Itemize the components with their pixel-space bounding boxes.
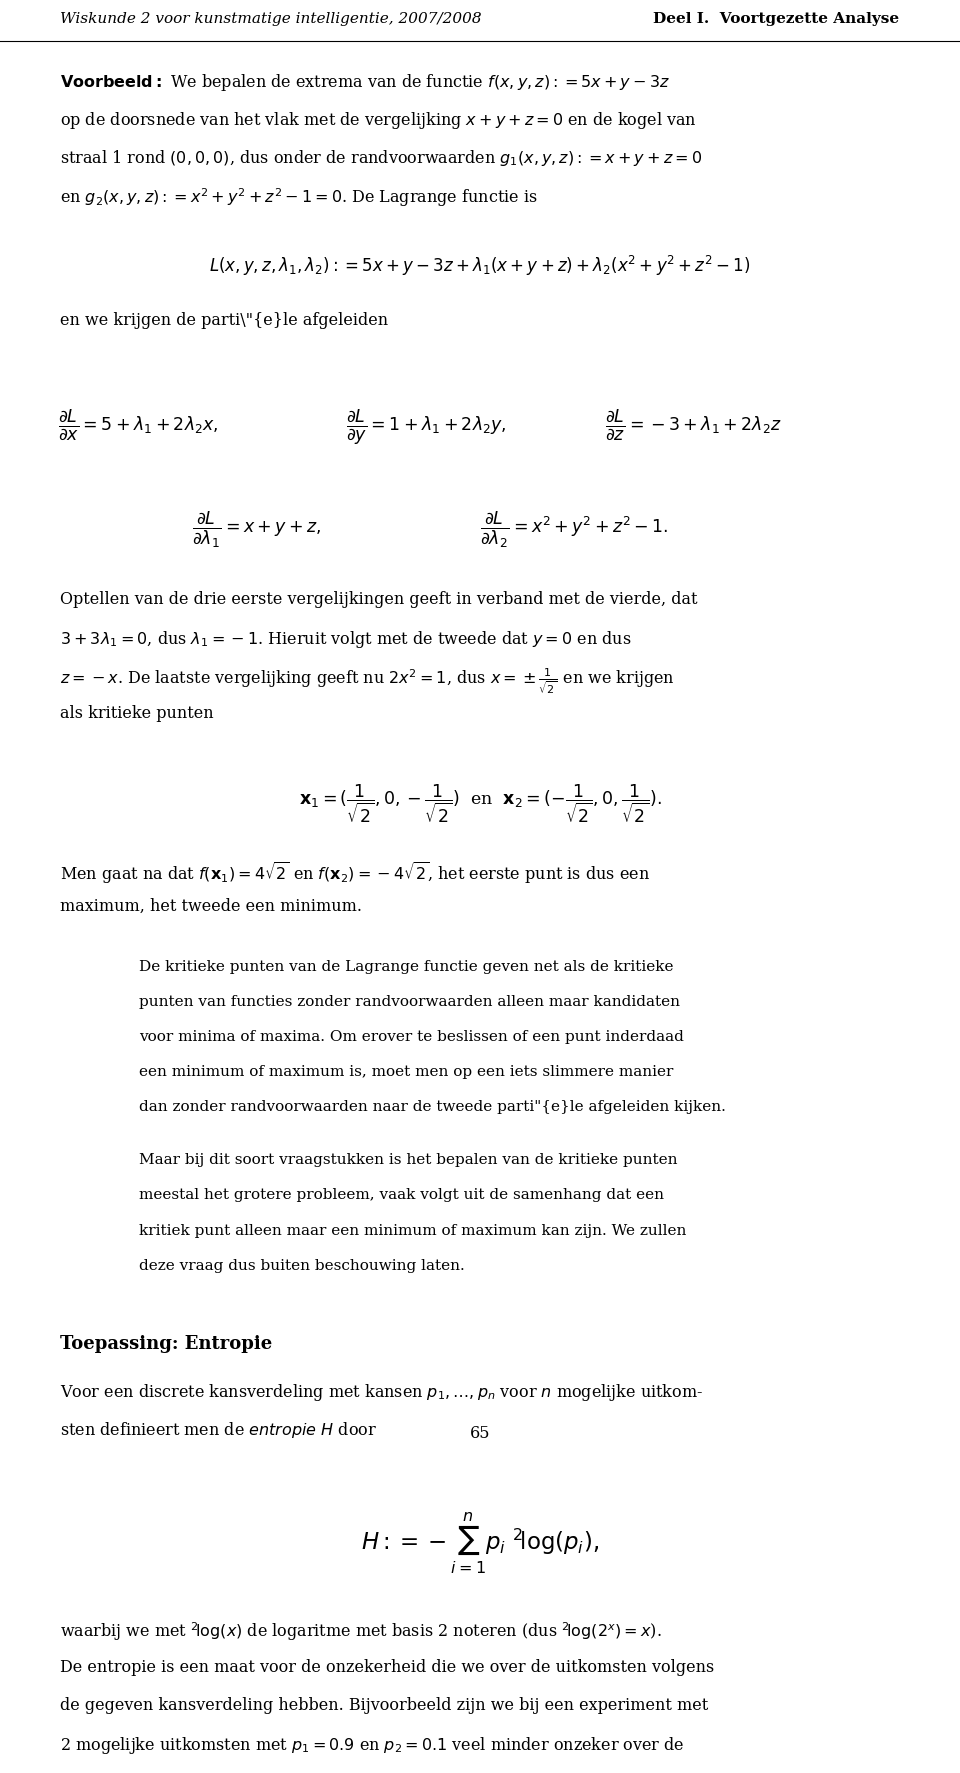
Text: 2 mogelijke uitkomsten met $p_1=0.9$ en $p_2=0.1$ veel minder onzeker over de: 2 mogelijke uitkomsten met $p_1=0.9$ en … xyxy=(60,1736,685,1755)
Text: $3+3\lambda_1=0$, dus $\lambda_1=-1$. Hieruit volgt met de tweede dat $y=0$ en d: $3+3\lambda_1=0$, dus $\lambda_1=-1$. Hi… xyxy=(60,629,632,649)
Text: meestal het grotere probleem, vaak volgt uit de samenhang dat een: meestal het grotere probleem, vaak volgt… xyxy=(139,1188,664,1202)
Text: de gegeven kansverdeling hebben. Bijvoorbeeld zijn we bij een experiment met: de gegeven kansverdeling hebben. Bijvoor… xyxy=(60,1697,708,1714)
Text: $\bf{Voorbeeld:}$ We bepalen de extrema van de functie $f(x,y,z) := 5x+y-3z$: $\bf{Voorbeeld:}$ We bepalen de extrema … xyxy=(60,71,670,92)
Text: $\dfrac{\partial L}{\partial \lambda_2} = x^2+y^2+z^2-1.$: $\dfrac{\partial L}{\partial \lambda_2} … xyxy=(480,511,668,550)
Text: kritiek punt alleen maar een minimum of maximum kan zijn. We zullen: kritiek punt alleen maar een minimum of … xyxy=(139,1223,686,1238)
Text: deze vraag dus buiten beschouwing laten.: deze vraag dus buiten beschouwing laten. xyxy=(139,1259,465,1273)
Text: $\mathbf{x}_1=(\dfrac{1}{\sqrt{2}},0,-\dfrac{1}{\sqrt{2}})$  en  $\mathbf{x}_2=(: $\mathbf{x}_1=(\dfrac{1}{\sqrt{2}},0,-\d… xyxy=(299,782,661,824)
Text: Men gaat na dat $f(\mathbf{x}_1)=4\sqrt{2}$ en $f(\mathbf{x}_2)=-4\sqrt{2}$, het: Men gaat na dat $f(\mathbf{x}_1)=4\sqrt{… xyxy=(60,860,651,886)
Text: als kritieke punten: als kritieke punten xyxy=(60,706,214,722)
Text: voor minima of maxima. Om erover te beslissen of een punt inderdaad: voor minima of maxima. Om erover te besl… xyxy=(139,1030,684,1044)
Text: straal 1 rond $(0,0,0)$, dus onder de randvoorwaarden $g_1(x,y,z) := x+y+z = 0$: straal 1 rond $(0,0,0)$, dus onder de ra… xyxy=(60,147,703,168)
Text: De kritieke punten van de Lagrange functie geven net als de kritieke: De kritieke punten van de Lagrange funct… xyxy=(139,959,674,973)
Text: Optellen van de drie eerste vergelijkingen geeft in verband met de vierde, dat: Optellen van de drie eerste vergelijking… xyxy=(60,590,698,608)
Text: en we krijgen de parti\"{e}le afgeleiden: en we krijgen de parti\"{e}le afgeleiden xyxy=(60,312,389,330)
Text: $\dfrac{\partial L}{\partial \lambda_1} = x+y+z,$: $\dfrac{\partial L}{\partial \lambda_1} … xyxy=(192,511,321,550)
Text: en $g_2(x,y,z) := x^2+y^2+z^2-1=0$. De Lagrange functie is: en $g_2(x,y,z) := x^2+y^2+z^2-1=0$. De L… xyxy=(60,186,539,209)
Text: maximum, het tweede een minimum.: maximum, het tweede een minimum. xyxy=(60,899,363,915)
Text: dan zonder randvoorwaarden naar de tweede parti"{e}le afgeleiden kijken.: dan zonder randvoorwaarden naar de tweed… xyxy=(139,1101,726,1115)
Text: De entropie is een maat voor de onzekerheid die we over de uitkomsten volgens: De entropie is een maat voor de onzekerh… xyxy=(60,1660,715,1675)
Text: $z=-x$. De laatste vergelijking geeft nu $2x^2=1$, dus $x=\pm\frac{1}{\sqrt{2}}$: $z=-x$. De laatste vergelijking geeft nu… xyxy=(60,667,675,697)
Text: waarbij we met ${}^{2}\!\log(x)$ de logaritme met basis 2 noteren (dus ${}^{2}\!: waarbij we met ${}^{2}\!\log(x)$ de loga… xyxy=(60,1621,662,1644)
Text: $L(x,y,z,\lambda_1,\lambda_2) := 5x+y-3z+\lambda_1(x+y+z)+\lambda_2(x^2+y^2+z^2-: $L(x,y,z,\lambda_1,\lambda_2) := 5x+y-3z… xyxy=(209,254,751,278)
Text: $H := -\sum_{i=1}^{n} p_i\ {}^{2}\!\log(p_i),$: $H := -\sum_{i=1}^{n} p_i\ {}^{2}\!\log(… xyxy=(361,1511,599,1576)
Text: Toepassing: Entropie: Toepassing: Entropie xyxy=(60,1335,273,1353)
Text: Deel I.  Voortgezette Analyse: Deel I. Voortgezette Analyse xyxy=(654,12,900,27)
Text: $\dfrac{\partial L}{\partial z} = -3+\lambda_1+2\lambda_2 z$: $\dfrac{\partial L}{\partial z} = -3+\la… xyxy=(605,408,781,441)
Text: $\dfrac{\partial L}{\partial y} = 1+\lambda_1+2\lambda_2 y,$: $\dfrac{\partial L}{\partial y} = 1+\lam… xyxy=(346,408,506,447)
Text: een minimum of maximum is, moet men op een iets slimmere manier: een minimum of maximum is, moet men op e… xyxy=(139,1066,674,1080)
Text: op de doorsnede van het vlak met de vergelijking $x+y+z=0$ en de kogel van: op de doorsnede van het vlak met de verg… xyxy=(60,110,697,131)
Text: 65: 65 xyxy=(469,1425,491,1441)
Text: Voor een discrete kansverdeling met kansen $p_1,\ldots,p_n$ voor $n$ mogelijke u: Voor een discrete kansverdeling met kans… xyxy=(60,1381,704,1402)
Text: Maar bij dit soort vraagstukken is het bepalen van de kritieke punten: Maar bij dit soort vraagstukken is het b… xyxy=(139,1152,678,1167)
Text: punten van functies zonder randvoorwaarden alleen maar kandidaten: punten van functies zonder randvoorwaard… xyxy=(139,995,681,1009)
Text: Wiskunde 2 voor kunstmatige intelligentie, 2007/2008: Wiskunde 2 voor kunstmatige intelligenti… xyxy=(60,12,482,27)
Text: $\dfrac{\partial L}{\partial x} = 5+\lambda_1+2\lambda_2 x,$: $\dfrac{\partial L}{\partial x} = 5+\lam… xyxy=(58,408,218,441)
Text: sten definieert men de $\mathit{entropie}$ $H$ door: sten definieert men de $\mathit{entropie… xyxy=(60,1420,377,1440)
